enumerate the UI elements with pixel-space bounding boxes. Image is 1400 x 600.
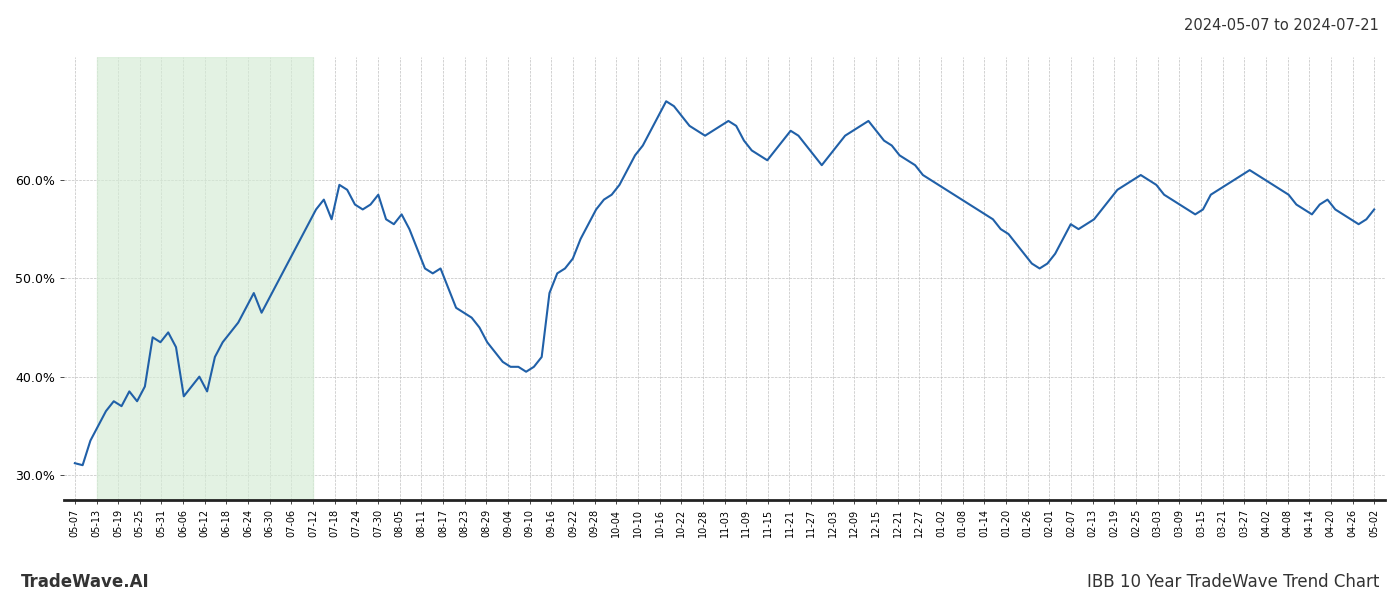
Text: TradeWave.AI: TradeWave.AI	[21, 573, 150, 591]
Text: IBB 10 Year TradeWave Trend Chart: IBB 10 Year TradeWave Trend Chart	[1086, 573, 1379, 591]
Text: 2024-05-07 to 2024-07-21: 2024-05-07 to 2024-07-21	[1184, 18, 1379, 33]
Bar	[97, 57, 314, 500]
